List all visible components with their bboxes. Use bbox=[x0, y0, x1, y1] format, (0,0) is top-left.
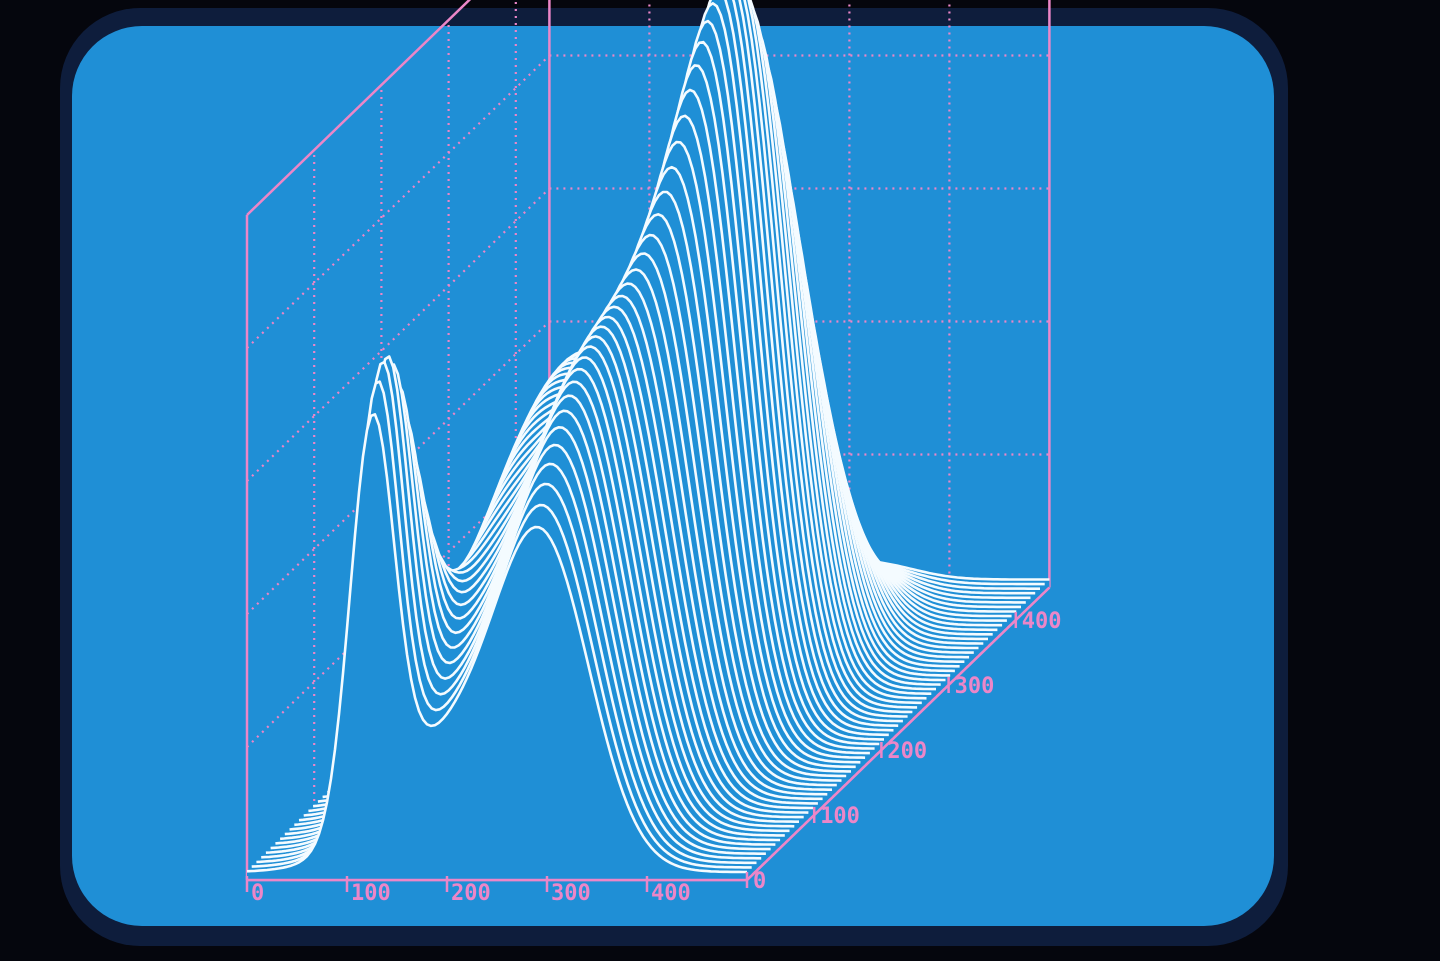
y-tick-label: 100 bbox=[820, 804, 860, 829]
y-tick-label: 400 bbox=[1022, 609, 1062, 634]
surface-layer bbox=[246, 0, 1050, 880]
x-tick-label: 0 bbox=[251, 881, 264, 906]
y-tick-label: 200 bbox=[887, 739, 927, 764]
surface-profile-line bbox=[246, 413, 747, 874]
axis-layer bbox=[245, 586, 1051, 892]
left-wall-gridline bbox=[246, 187, 551, 482]
x-tick-label: 300 bbox=[551, 881, 591, 906]
floor-axis-edge bbox=[746, 586, 1051, 881]
left-wall-gridline bbox=[246, 54, 551, 349]
x-tick-label: 100 bbox=[351, 881, 391, 906]
y-tick-label: 300 bbox=[955, 674, 995, 699]
x-tick-label: 200 bbox=[451, 881, 491, 906]
y-tick-label: 0 bbox=[753, 869, 766, 894]
tick-labels: 0 100 200 300 400 0 100 200 300 400 bbox=[251, 609, 1062, 906]
surface-profile-mask bbox=[247, 414, 747, 880]
x-tick-label: 400 bbox=[651, 881, 691, 906]
axis-frame-edge bbox=[246, 0, 472, 216]
